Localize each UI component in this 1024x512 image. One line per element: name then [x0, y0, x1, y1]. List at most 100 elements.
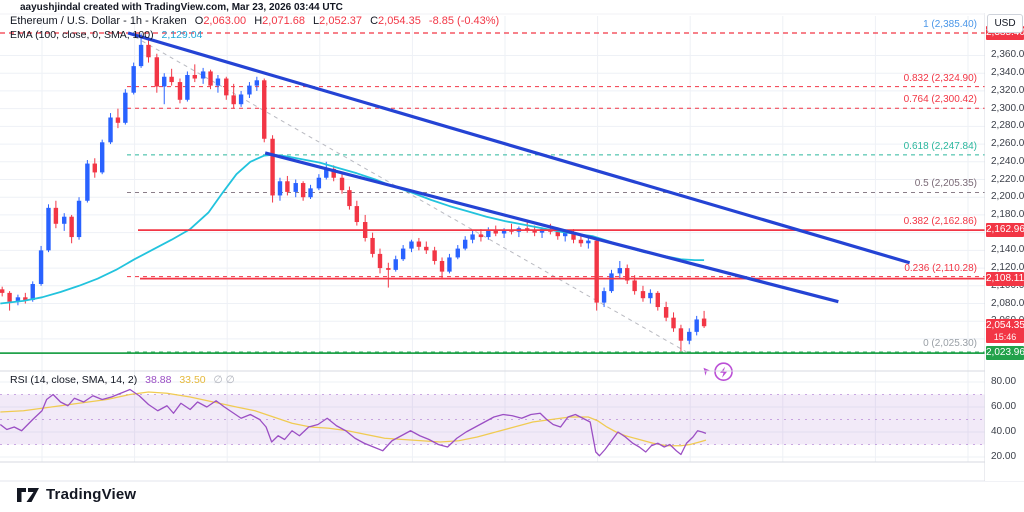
candle-body [470, 234, 475, 240]
candle-body [270, 138, 275, 196]
ema-value: 2,129.04 [161, 29, 203, 41]
candle-body [601, 291, 607, 303]
candle-body [478, 234, 484, 238]
price-axis-tag: 2,023.96 [986, 346, 1024, 361]
candle-body [277, 181, 283, 196]
candle-body [532, 229, 537, 233]
ema-label: EMA (100, close, 0, SMA, 100) [10, 29, 154, 41]
ema-legend[interactable]: EMA (100, close, 0, SMA, 100) 2,129.04 [10, 29, 202, 41]
candle-body [354, 206, 360, 223]
price-tick-label: 2,200.00 [991, 191, 1024, 203]
ema-100-line [0, 153, 705, 305]
price-tick-label: 2,240.00 [991, 155, 1024, 167]
candle-body [370, 237, 375, 254]
candle-body [324, 168, 329, 178]
candle-body [586, 240, 591, 244]
price-tick-label: 2,280.00 [991, 120, 1024, 132]
price-tick-label: 2,260.00 [991, 138, 1024, 150]
candle-body [62, 216, 67, 224]
ohlc-low: L2,052.37 [313, 15, 362, 27]
candle-body [108, 117, 113, 143]
candle-body [254, 80, 260, 86]
candle-body [439, 260, 445, 272]
price-tick-label: 2,340.00 [991, 67, 1024, 79]
candle-body [215, 78, 221, 86]
candle-body [262, 80, 267, 139]
candle-body [76, 200, 82, 238]
lightning-bolt-icon [720, 366, 728, 378]
candle-body [331, 168, 336, 178]
candle-body [316, 177, 322, 189]
rsi-value: 38.88 [145, 374, 172, 386]
candle-body [525, 228, 530, 230]
trendline [127, 31, 911, 265]
candle-body [671, 317, 676, 329]
candle-body [238, 94, 244, 105]
candlestick-series [0, 33, 707, 352]
symbol-legend[interactable]: Ethereum / U.S. Dollar - 1h - Kraken O2,… [10, 15, 499, 27]
candle-body [30, 284, 35, 300]
candle-body [131, 66, 136, 93]
candle-body [655, 292, 660, 308]
currency-button[interactable]: USD [987, 14, 1023, 33]
rsi-indicator-pane [0, 388, 985, 457]
rsi-polyline [0, 388, 707, 457]
candle-body [678, 328, 684, 341]
candle-body [231, 95, 236, 105]
rsi-ma-value: 33.50 [179, 374, 206, 386]
time-axis[interactable]: 1617181920212223242526 [0, 462, 985, 481]
purple-flash-marker-icon[interactable] [703, 362, 733, 382]
candle-body [409, 241, 414, 249]
candle-body [632, 280, 637, 292]
candle-body [386, 268, 391, 270]
rsi-legend[interactable]: RSI (14, close, SMA, 14, 2) 38.88 33.50 … [10, 374, 235, 386]
candle-body [432, 250, 437, 261]
candle-body [99, 142, 105, 173]
candle-body [23, 297, 28, 300]
fib-retracement-lines[interactable] [0, 32, 985, 353]
change-value: -8.85 (-0.43%) [428, 15, 500, 27]
price-axis[interactable]: 2,360.00 2,340.00 2,320.00 2,300.00 2,280.00… [985, 0, 1024, 481]
rsi-label: RSI (14, close, SMA, 14, 2) [10, 374, 138, 386]
candle-body [15, 297, 21, 302]
candle-body [447, 257, 452, 272]
flash-circle-icon [714, 362, 733, 382]
rsi-ma-polyline [0, 391, 707, 447]
candle-body [462, 239, 468, 249]
candle-body [339, 177, 345, 191]
candle-body [648, 292, 653, 299]
candle-body [92, 163, 97, 173]
fib-level-label: 0.764 (2,300.42) [903, 94, 977, 106]
ohlc-close: C2,054.35 [370, 15, 421, 27]
candle-body [617, 268, 623, 274]
candle-body [501, 229, 507, 234]
candle-body [701, 318, 707, 327]
price-tick-label: 2,140.00 [991, 244, 1024, 256]
fib-level-label: 0.5 (2,205.35) [914, 178, 977, 190]
price-tick-label: 2,120.00 [991, 262, 1024, 274]
horizontal-level-lines[interactable] [0, 229, 985, 355]
rsi-empty-values: ∅ ∅ [213, 374, 235, 386]
candle-body [555, 231, 560, 237]
trendline [264, 151, 839, 304]
tradingview-logo[interactable]: TradingView [16, 486, 136, 503]
fib-level-label: 0.832 (2,324.90) [903, 72, 977, 84]
symbol-title: Ethereum / U.S. Dollar - 1h - Kraken [10, 15, 187, 27]
ohlc-open: O2,063.00 [194, 15, 247, 27]
candle-body [138, 44, 144, 67]
countdown-timer: 15:46 [993, 332, 1017, 343]
candle-body [38, 250, 44, 285]
candle-body [347, 190, 352, 207]
candle-body [609, 273, 614, 292]
candle-body [562, 232, 568, 237]
candle-body [393, 259, 398, 270]
candle-body [493, 230, 498, 234]
tradingview-logo-icon [17, 487, 39, 502]
candle-body [486, 230, 491, 238]
descending-trendlines[interactable] [127, 31, 911, 304]
rsi-tick-label: 20.00 [991, 451, 1017, 462]
attribution-text: aayushjindal created with TradingView.co… [20, 2, 343, 13]
candle-body [208, 71, 213, 86]
